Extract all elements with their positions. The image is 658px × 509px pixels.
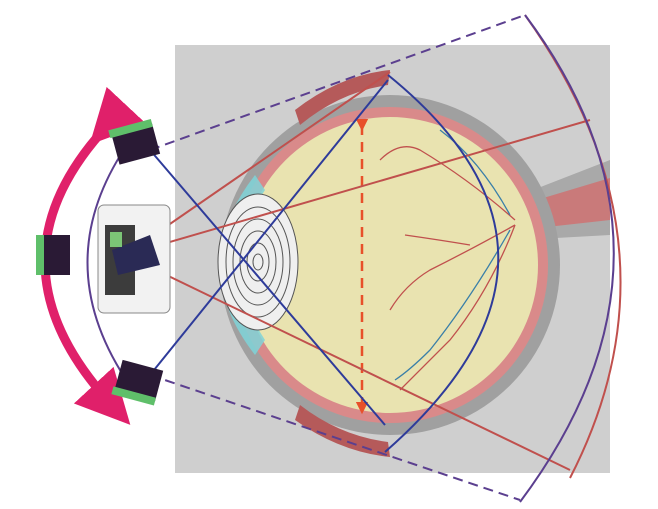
blue-field xyxy=(149,74,500,453)
camera-bottom xyxy=(111,359,164,406)
lens xyxy=(217,193,299,331)
camera-middle xyxy=(36,235,70,275)
device xyxy=(97,204,171,314)
camera-top xyxy=(108,119,161,165)
eyelids xyxy=(295,70,390,457)
blood-vessels xyxy=(379,129,516,391)
